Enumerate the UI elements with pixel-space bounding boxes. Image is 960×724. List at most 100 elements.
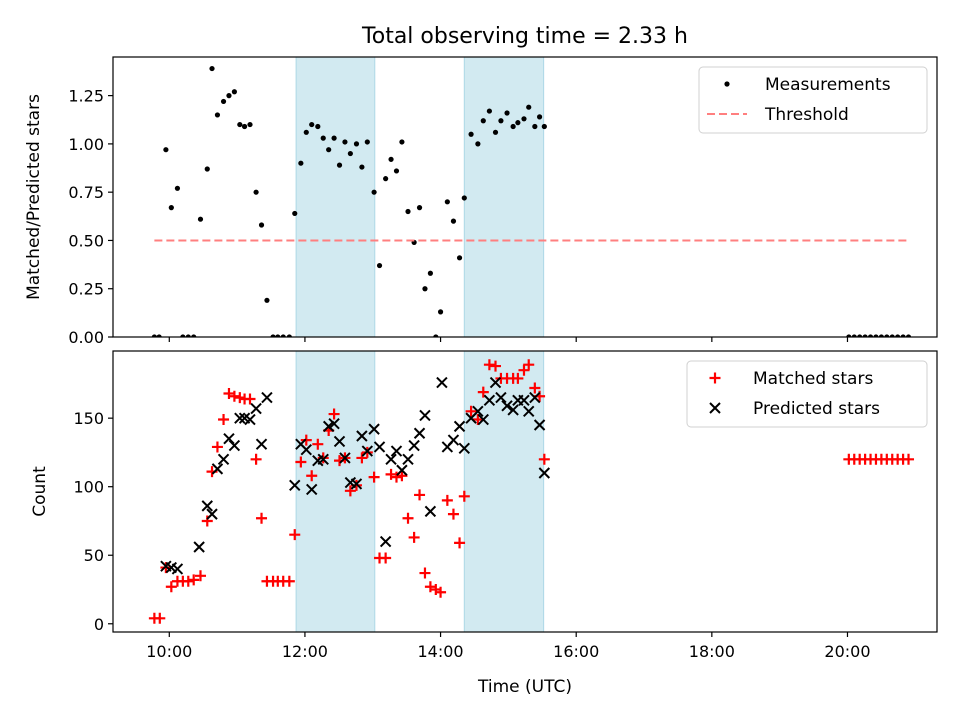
predicted-star-marker (317, 453, 329, 465)
plot-area (148, 359, 915, 624)
legend-box (698, 66, 928, 134)
predicted-star-marker (396, 464, 408, 476)
predicted-star-marker (361, 445, 374, 457)
matched-star-marker (244, 393, 256, 405)
matched-star-marker (182, 575, 194, 587)
measurement-point (846, 334, 852, 337)
predicted-star-marker (228, 439, 241, 452)
predicted-star-marker (518, 394, 530, 407)
predicted-star-marker (368, 423, 380, 435)
legend-label: Measurements (765, 75, 891, 95)
legend-box (686, 360, 928, 428)
matched-star-marker (256, 512, 268, 524)
measurement-point (461, 195, 467, 201)
predicted-star-marker (356, 430, 368, 442)
measurement-point (851, 334, 857, 337)
predicted-star-marker (217, 453, 230, 465)
predicted-star-marker (507, 404, 519, 416)
matched-star-marker (454, 537, 466, 549)
measurement-point (220, 98, 227, 105)
matched-star-marker (188, 574, 200, 586)
measurement-point (209, 65, 215, 72)
predicted-star-marker (390, 445, 403, 457)
observing-window-shade (463, 56, 545, 338)
measurement-point (498, 118, 504, 124)
measurement-point (399, 139, 405, 145)
matched-star-marker (390, 471, 402, 483)
measurement-point (427, 270, 433, 276)
measurement-point (437, 309, 444, 315)
predicted-star-marker (211, 463, 224, 475)
matched-star-marker (211, 441, 223, 453)
legend-label: Predicted stars (753, 399, 880, 419)
matched-star-marker (465, 405, 477, 417)
predicted-star-marker (385, 453, 397, 465)
matched-star-marker (447, 508, 459, 520)
predicted-star-marker (171, 563, 184, 575)
measurement-point (185, 334, 191, 337)
matched-star-marker (512, 372, 524, 384)
measurement-point (416, 205, 423, 211)
y-tick-label: 0.25 (68, 280, 104, 299)
measurement-point (163, 147, 169, 153)
legend-dot-marker (724, 81, 730, 87)
measurement-point (475, 141, 481, 147)
predicted-star-marker (419, 409, 431, 422)
matched-star-marker (201, 515, 213, 527)
measurement-point (393, 168, 400, 174)
matched-star-marker (538, 453, 550, 465)
measurement-point (376, 262, 383, 269)
measurement-point (521, 116, 527, 122)
legend-cross-marker (709, 402, 721, 414)
legend-label: Threshold (764, 105, 849, 125)
measurement-point (388, 156, 394, 162)
measurement-point (336, 162, 343, 168)
matched-star-marker (194, 570, 206, 582)
matched-star-marker (441, 494, 453, 506)
measurement-point (510, 123, 516, 130)
predicted-star-marker (373, 441, 386, 453)
measurement-point (156, 334, 162, 337)
matched-star-marker (380, 552, 392, 564)
axes-frame (112, 350, 938, 633)
predicted-star-marker (529, 391, 541, 404)
matched-star-marker (250, 453, 262, 465)
measurement-point (456, 255, 463, 261)
measurement-point (174, 185, 181, 191)
matched-star-marker (458, 490, 470, 502)
matched-star-marker (435, 586, 447, 598)
measurement-point (197, 216, 204, 222)
x-tick-label: 20:00 (824, 642, 870, 661)
axes-frame (112, 56, 938, 338)
predicted-star-marker (328, 417, 340, 430)
predicted-star-marker (379, 535, 392, 548)
predicted-star-marker (495, 391, 507, 404)
observing-window-shade (463, 350, 545, 633)
predicted-star-marker (413, 427, 426, 439)
measurement-point (541, 123, 547, 130)
measurement-point (264, 297, 270, 303)
matched-star-marker (402, 512, 414, 524)
predicted-star-marker (244, 413, 256, 426)
observing-window-shade (295, 350, 376, 633)
matched-star-marker (419, 567, 431, 579)
measurement-point (320, 135, 326, 141)
top-panel: 0.00 0.25 0.50 0.75 1.00 1.25 Matched/Predicte… (24, 56, 938, 347)
measurement-point (422, 286, 428, 292)
measurement-point (298, 160, 304, 166)
predicted-star-marker (306, 483, 318, 496)
matched-star-marker (306, 470, 318, 482)
y-tick-label: 50 (84, 546, 104, 565)
measurement-point (309, 121, 315, 128)
measurement-point (326, 147, 332, 153)
measurement-point (504, 110, 510, 116)
predicted-star-marker (261, 391, 273, 404)
measurement-point (247, 121, 253, 128)
measurement-point (450, 218, 457, 224)
matched-star-marker (312, 438, 324, 450)
measurement-point (526, 104, 532, 110)
predicted-star-marker (533, 419, 546, 431)
predicted-star-marker (250, 402, 262, 415)
measurement-point (275, 334, 281, 337)
measurement-point (258, 222, 265, 228)
